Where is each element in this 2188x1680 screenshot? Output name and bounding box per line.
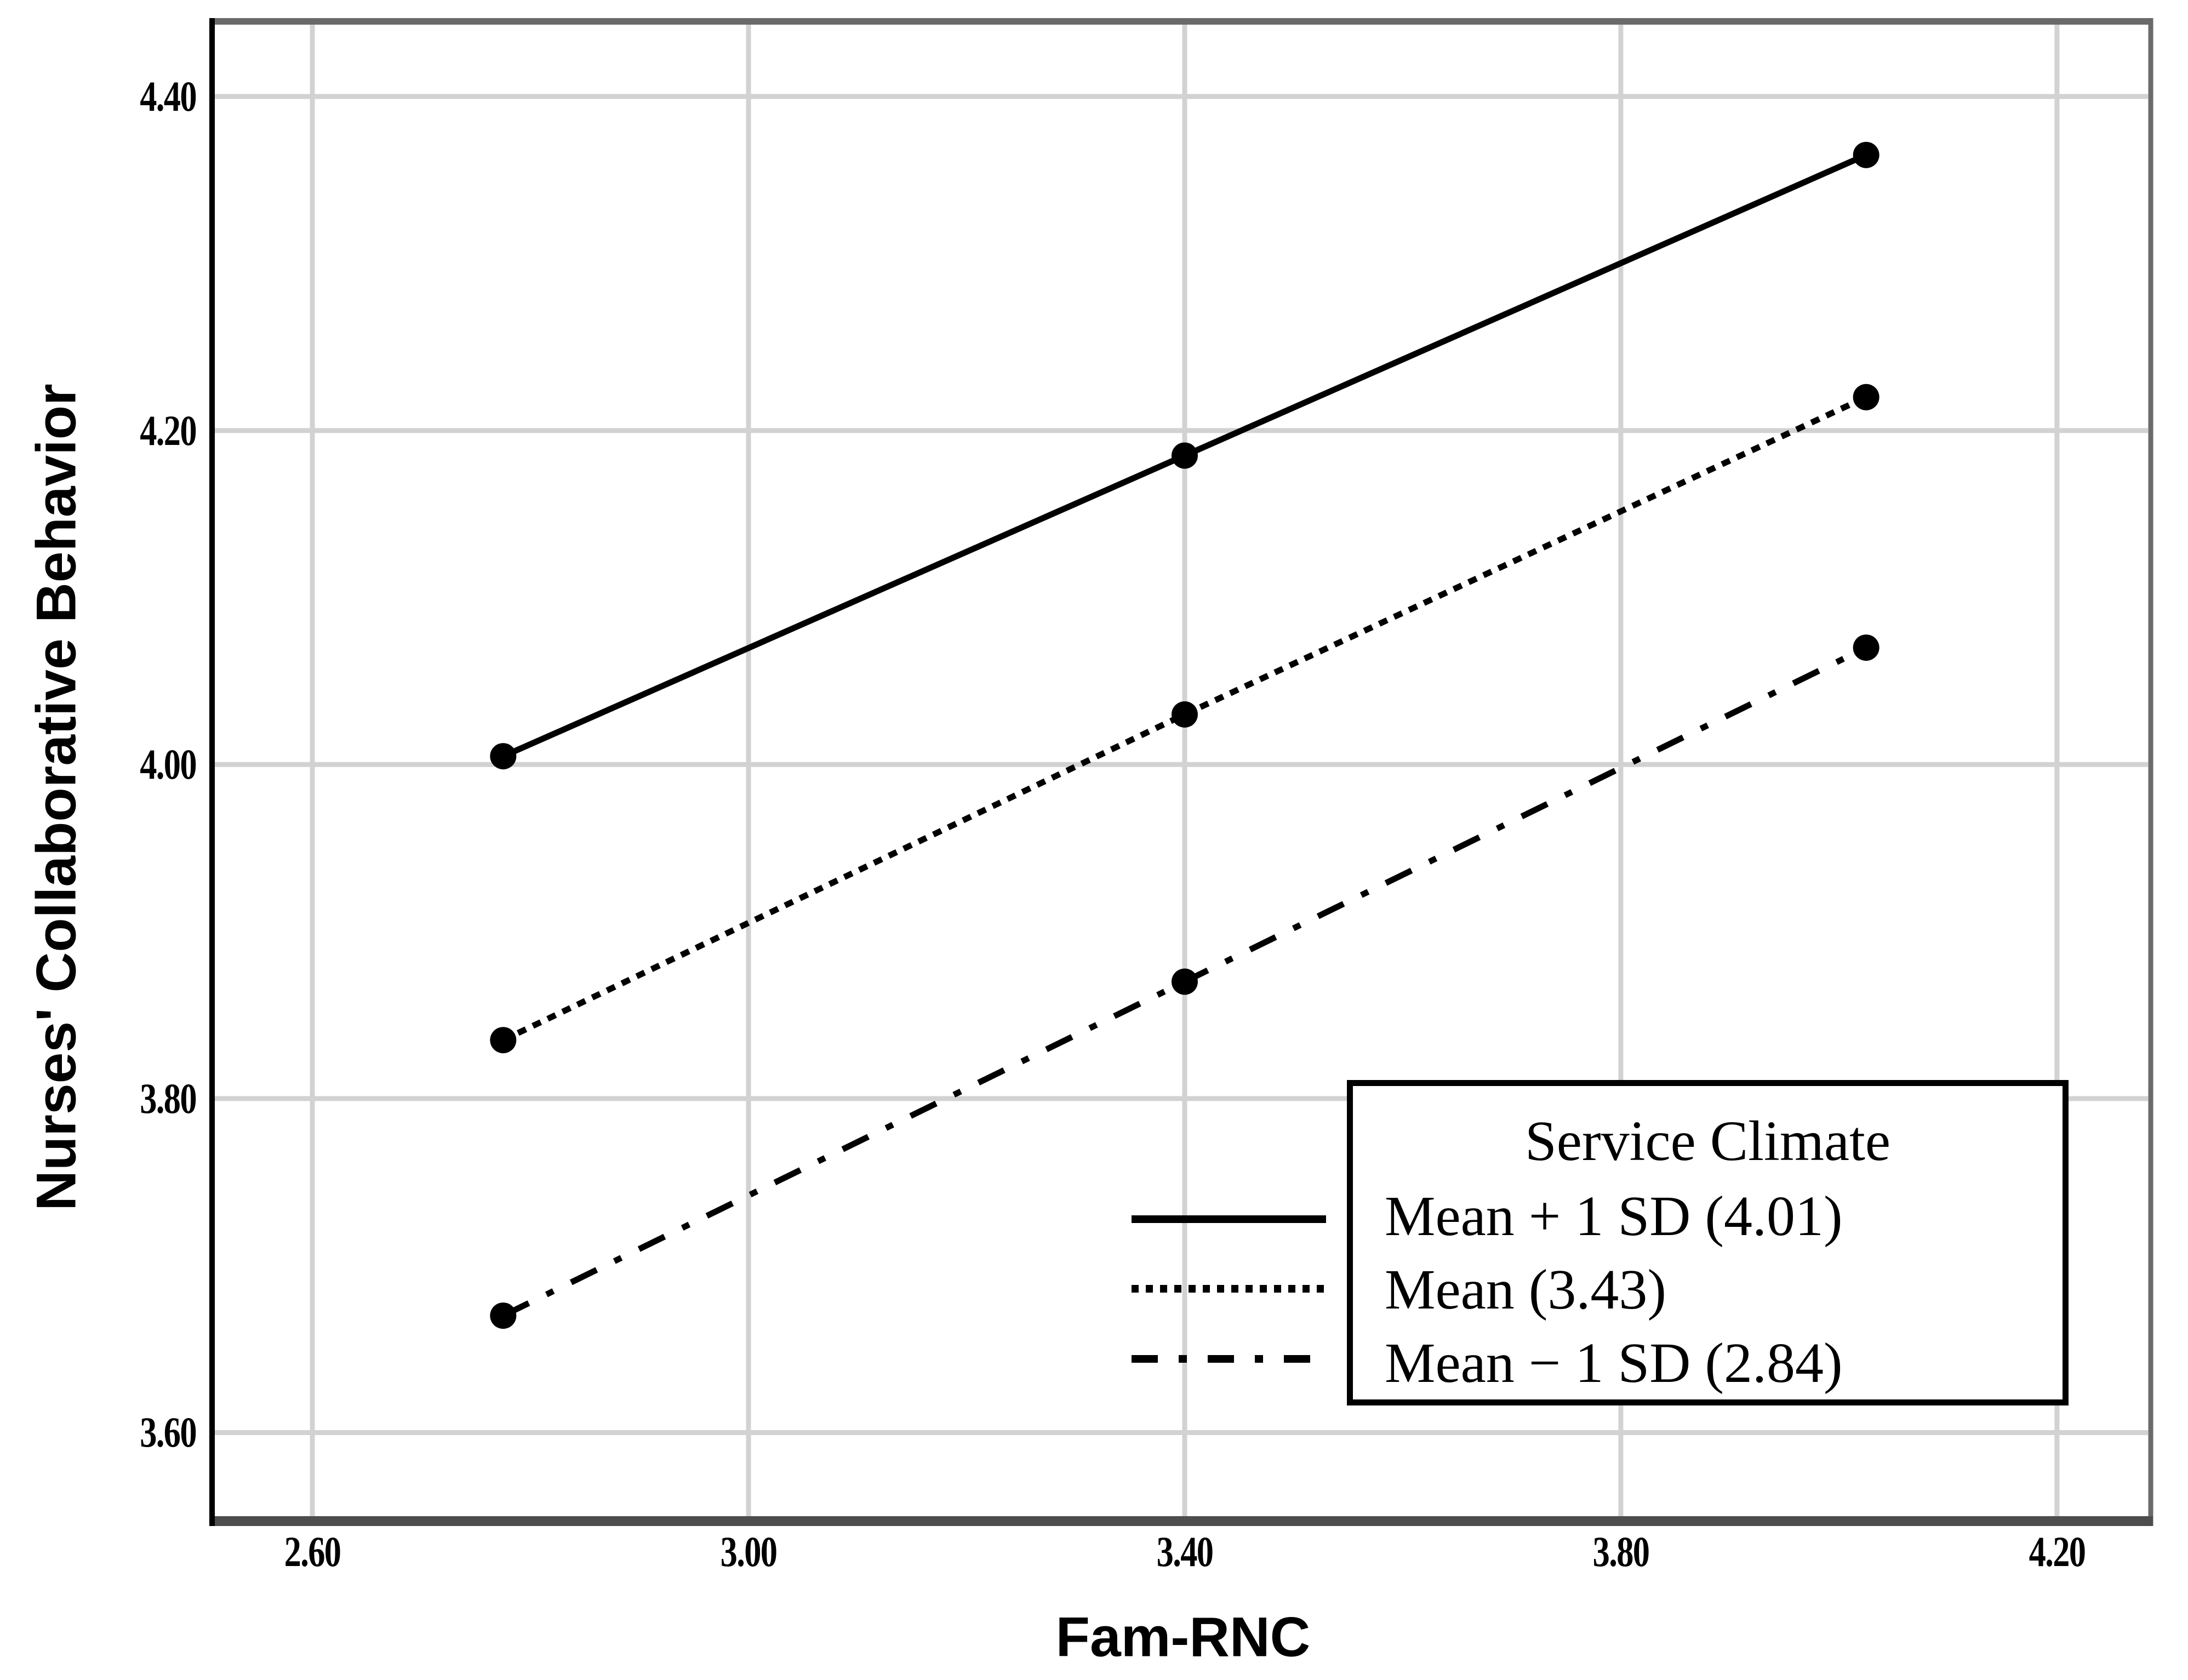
y-tick-label: 3.60 <box>140 1408 197 1456</box>
x-tick-label: 3.00 <box>720 1528 778 1575</box>
y-axis-title: Nurses' Collaborative Behavior <box>25 384 88 1211</box>
legend-title: Service Climate <box>1524 1110 1891 1173</box>
y-tick-label: 4.00 <box>140 740 197 788</box>
data-point-marker <box>1171 701 1198 728</box>
legend-item-label: Mean + 1 SD (4.01) <box>1385 1185 1843 1248</box>
series-line-dotted <box>501 394 1867 1043</box>
data-point-marker <box>1853 141 1879 168</box>
y-tick-label: 4.40 <box>140 72 197 121</box>
x-tick-label: 4.20 <box>2029 1528 2086 1575</box>
x-tick-label: 2.60 <box>284 1528 341 1575</box>
data-point-marker <box>490 743 517 770</box>
x-axis-title: Fam-RNC <box>1055 1605 1311 1668</box>
data-point-marker <box>1171 442 1198 469</box>
data-point-marker <box>490 1302 517 1329</box>
data-point-marker <box>490 1027 517 1054</box>
legend: Service Climate Mean + 1 SD (4.01) Mean … <box>1347 1080 2069 1405</box>
legend-item-label: Mean (3.43) <box>1385 1258 1667 1321</box>
y-tick-label: 3.80 <box>140 1074 197 1122</box>
legend-item-label: Mean − 1 SD (2.84) <box>1385 1332 1843 1395</box>
data-point-marker <box>1853 634 1879 661</box>
x-tick-label: 3.40 <box>1156 1528 1214 1575</box>
data-point-marker <box>1853 384 1879 410</box>
data-point-marker <box>1171 968 1198 995</box>
y-tick-label: 4.20 <box>140 406 197 454</box>
x-tick-label: 3.80 <box>1592 1528 1650 1575</box>
